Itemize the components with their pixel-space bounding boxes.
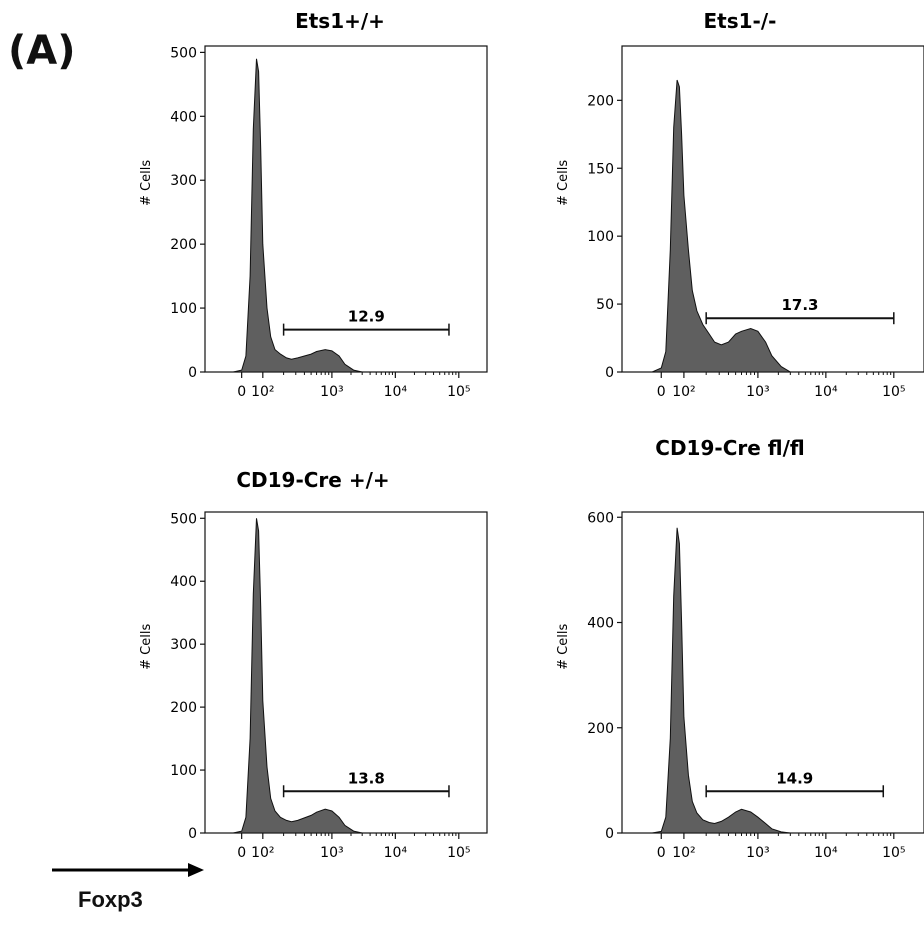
y-tick-label: 600	[587, 510, 614, 526]
y-tick-label: 0	[188, 826, 197, 842]
y-tick-label: 200	[170, 700, 197, 716]
x-tick-label: 10⁴	[384, 384, 408, 400]
y-axis-label: # Cells	[139, 624, 154, 670]
y-tick-label: 200	[587, 721, 614, 737]
x-tick-label: 10⁵	[447, 845, 470, 861]
x-tick-label: 10³	[746, 384, 769, 400]
y-axis-label: # Cells	[556, 624, 571, 670]
x-tick-label: 10²	[251, 384, 274, 400]
x-tick-label: 10⁵	[882, 845, 905, 861]
x-tick-label: 10⁵	[882, 384, 905, 400]
y-axis-label: # Cells	[139, 160, 154, 206]
y-tick-label: 150	[587, 161, 614, 177]
chart-title: Ets1-/-	[704, 9, 777, 33]
x-tick-label: 10³	[746, 845, 769, 861]
chart-title: Ets1+/+	[295, 9, 385, 33]
x-tick-label: 10²	[672, 384, 695, 400]
x-tick-label: 0	[657, 845, 666, 861]
y-tick-label: 100	[170, 763, 197, 779]
y-tick-label: 200	[170, 237, 197, 253]
y-tick-label: 0	[605, 365, 614, 381]
x-tick-label: 10⁵	[447, 384, 470, 400]
histogram-area	[233, 58, 363, 373]
x-tick-label: 10⁴	[814, 384, 838, 400]
y-tick-label: 100	[587, 229, 614, 245]
x-tick-label: 10²	[251, 845, 274, 861]
chart-title: CD19-Cre +/+	[236, 468, 389, 492]
y-tick-label: 400	[170, 574, 197, 590]
x-tick-label: 10²	[672, 845, 695, 861]
histogram-area	[651, 79, 793, 373]
x-tick-label: 10⁴	[384, 845, 408, 861]
panel-label: (A)	[8, 28, 76, 74]
y-axis-label: # Cells	[556, 160, 571, 206]
y-tick-label: 100	[170, 301, 197, 317]
x-axis-label: Foxp3	[78, 887, 143, 912]
x-tick-label: 0	[237, 384, 246, 400]
y-tick-label: 0	[188, 365, 197, 381]
chart-title: CD19-Cre fl/fl	[655, 436, 804, 460]
gate-percentage-label: 13.8	[348, 769, 385, 787]
gate-percentage-label: 12.9	[348, 308, 385, 326]
histogram-area	[233, 518, 363, 834]
y-tick-label: 400	[587, 616, 614, 632]
x-tick-label: 0	[657, 384, 666, 400]
y-tick-label: 300	[170, 173, 197, 189]
y-tick-label: 300	[170, 637, 197, 653]
histogram-area	[652, 527, 791, 834]
x-tick-label: 10⁴	[814, 845, 838, 861]
gate-percentage-label: 14.9	[776, 769, 813, 787]
x-tick-label: 10³	[320, 384, 343, 400]
y-tick-label: 50	[596, 297, 614, 313]
y-tick-label: 400	[170, 109, 197, 125]
x-tick-label: 0	[237, 845, 246, 861]
x-tick-label: 10³	[320, 845, 343, 861]
y-tick-label: 200	[587, 93, 614, 109]
y-tick-label: 500	[170, 45, 197, 61]
y-tick-label: 0	[605, 826, 614, 842]
gate-percentage-label: 17.3	[781, 296, 818, 314]
x-axis-arrow	[52, 863, 204, 877]
y-tick-label: 500	[170, 511, 197, 527]
